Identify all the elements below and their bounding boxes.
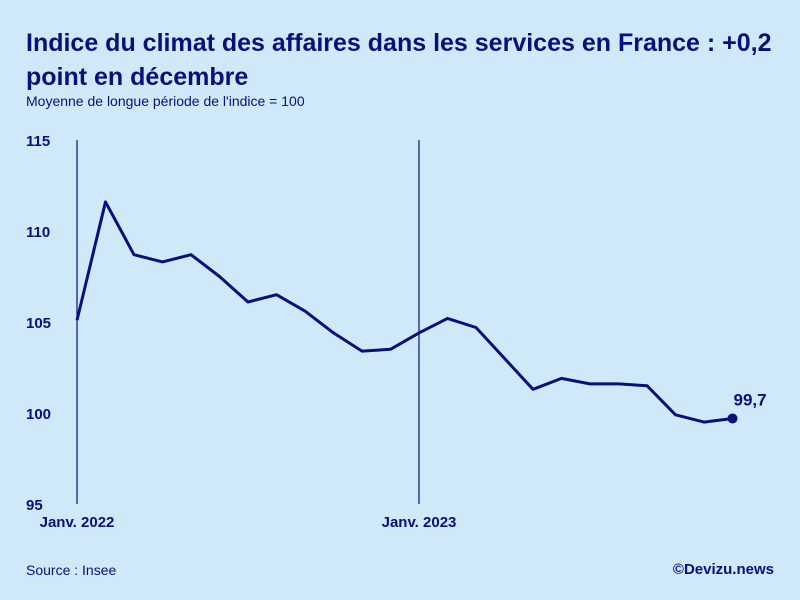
y-tick-label: 100 — [26, 406, 51, 423]
y-tick-label: 105 — [26, 315, 51, 332]
chart-subtitle: Moyenne de longue période de l'indice = … — [26, 93, 305, 109]
y-tick-label: 95 — [26, 497, 43, 514]
y-axis-ticks: 95 100 105 110 115 — [26, 133, 51, 514]
credit-logo: ©Devizu.news — [672, 561, 774, 578]
last-point-marker — [727, 413, 738, 424]
x-tick-label: Janv. 2023 — [382, 514, 457, 531]
data-points — [75, 200, 735, 424]
x-tick-label: Janv. 2022 — [40, 514, 115, 531]
series-line — [75, 200, 733, 424]
last-value-label: 99,7 — [734, 390, 767, 409]
y-tick-label: 110 — [26, 224, 50, 241]
chart-title: Indice du climat des affaires dans les s… — [26, 29, 772, 91]
x-axis-markers: Janv. 2022 Janv. 2023 — [40, 140, 457, 531]
y-tick-label: 115 — [26, 133, 50, 150]
source-note: Source : Insee — [26, 562, 117, 578]
